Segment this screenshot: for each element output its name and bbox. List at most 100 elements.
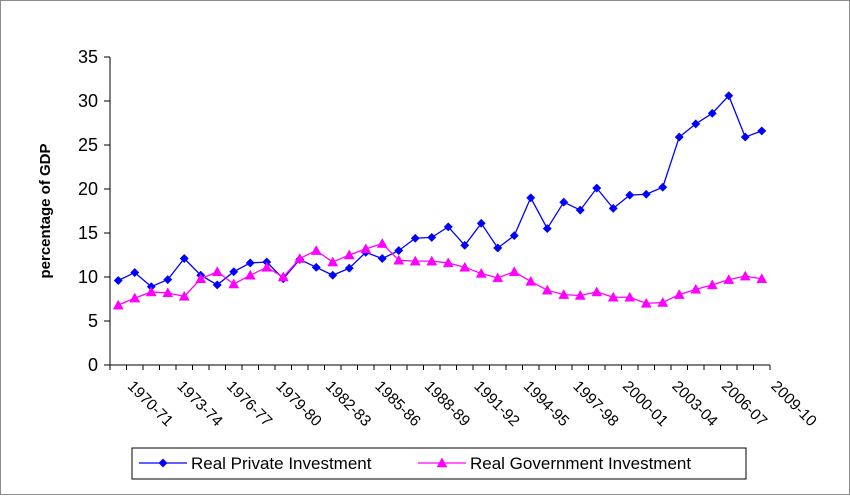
data-point xyxy=(591,286,603,297)
x-tick-label: 1973-74 xyxy=(173,378,226,431)
data-point xyxy=(113,275,123,286)
data-point xyxy=(641,189,651,199)
series-layer xyxy=(112,91,768,310)
x-tick-label: 1988-89 xyxy=(421,378,473,430)
x-tick-label: 2003-04 xyxy=(668,378,721,431)
x-tick-label: 1979-80 xyxy=(272,378,325,431)
data-point xyxy=(376,238,388,248)
data-point xyxy=(426,255,438,266)
y-tick-label: 0 xyxy=(88,355,98,375)
data-point xyxy=(740,132,750,142)
series-line xyxy=(117,242,762,306)
data-point xyxy=(574,289,586,300)
data-point xyxy=(508,266,520,276)
data-point xyxy=(294,253,306,263)
data-point xyxy=(311,262,321,272)
y-tick-label: 30 xyxy=(78,91,98,111)
data-point xyxy=(706,279,718,290)
data-point xyxy=(525,275,537,286)
data-point xyxy=(261,261,273,272)
data-point xyxy=(541,284,553,295)
data-point xyxy=(492,272,504,283)
legend-items: Real Private Investment Real Government I… xyxy=(139,454,691,473)
data-point xyxy=(129,292,141,303)
data-point xyxy=(195,273,207,284)
data-point xyxy=(162,287,174,298)
data-point xyxy=(674,132,684,142)
x-tick-label: 2006-07 xyxy=(718,378,770,430)
legend-item: Real Government Investment xyxy=(418,454,691,473)
data-point xyxy=(427,232,437,242)
x-tick-label: 1997-98 xyxy=(569,378,621,430)
data-point xyxy=(393,254,405,265)
legend-marker xyxy=(436,457,448,468)
x-tick-label: 1970-71 xyxy=(124,378,176,430)
data-point xyxy=(640,297,652,308)
legend-label: Real Government Investment xyxy=(470,454,691,473)
data-point xyxy=(410,233,420,243)
x-tick-label: 1982-83 xyxy=(322,378,374,430)
data-point xyxy=(229,267,239,277)
data-point xyxy=(493,243,503,253)
y-tick-label: 15 xyxy=(78,223,98,243)
data-point xyxy=(608,203,618,213)
data-point xyxy=(178,290,190,301)
data-point xyxy=(723,274,735,284)
data-point xyxy=(690,283,702,294)
data-point xyxy=(757,126,767,136)
x-tick-label: 1994-95 xyxy=(520,378,572,430)
x-ticks: 1970-711973-741976-771979-801982-831985-… xyxy=(109,365,820,431)
axes xyxy=(109,57,770,366)
y-tick-label: 35 xyxy=(78,47,98,67)
data-point xyxy=(343,249,355,260)
data-point xyxy=(211,266,223,276)
data-point xyxy=(724,91,734,101)
data-point xyxy=(459,261,471,272)
data-point xyxy=(328,270,338,280)
data-point xyxy=(344,263,354,273)
legend-label: Real Private Investment xyxy=(191,454,372,473)
data-point xyxy=(310,245,322,255)
data-point xyxy=(112,299,124,310)
data-point xyxy=(212,280,222,290)
data-point xyxy=(526,193,536,203)
data-point xyxy=(559,197,569,207)
y-tick-label: 20 xyxy=(78,179,98,199)
data-point xyxy=(360,243,372,254)
data-point xyxy=(575,205,585,215)
data-point xyxy=(607,291,619,302)
data-point xyxy=(145,286,157,297)
data-point xyxy=(377,253,387,264)
data-point xyxy=(442,257,454,268)
data-point xyxy=(460,240,470,250)
y-tick-label: 10 xyxy=(78,267,98,287)
series-line xyxy=(117,94,762,288)
data-point xyxy=(542,224,552,234)
data-point xyxy=(443,222,453,232)
data-point xyxy=(244,269,256,280)
x-tick-label: 1976-77 xyxy=(223,378,275,430)
data-point xyxy=(228,278,240,289)
data-point xyxy=(592,183,602,193)
x-tick-label: 1985-86 xyxy=(371,378,423,430)
data-point xyxy=(658,182,668,192)
x-tick-label: 2000-01 xyxy=(619,378,671,430)
data-point xyxy=(625,190,635,200)
data-point xyxy=(409,255,421,266)
y-tick-label: 5 xyxy=(88,311,98,331)
data-point xyxy=(163,275,173,285)
y-axis-label: percentage of GDP xyxy=(37,143,54,278)
data-point xyxy=(476,218,486,228)
x-tick-label: 2009-10 xyxy=(767,378,820,431)
series-government-investment xyxy=(112,238,768,310)
data-point xyxy=(739,270,751,281)
data-point xyxy=(179,253,189,264)
data-point xyxy=(130,268,140,278)
data-point xyxy=(756,273,768,284)
data-point xyxy=(277,271,289,282)
data-point xyxy=(691,119,701,129)
legend: Real Private Investment Real Government I… xyxy=(131,447,747,480)
data-point xyxy=(558,289,570,299)
